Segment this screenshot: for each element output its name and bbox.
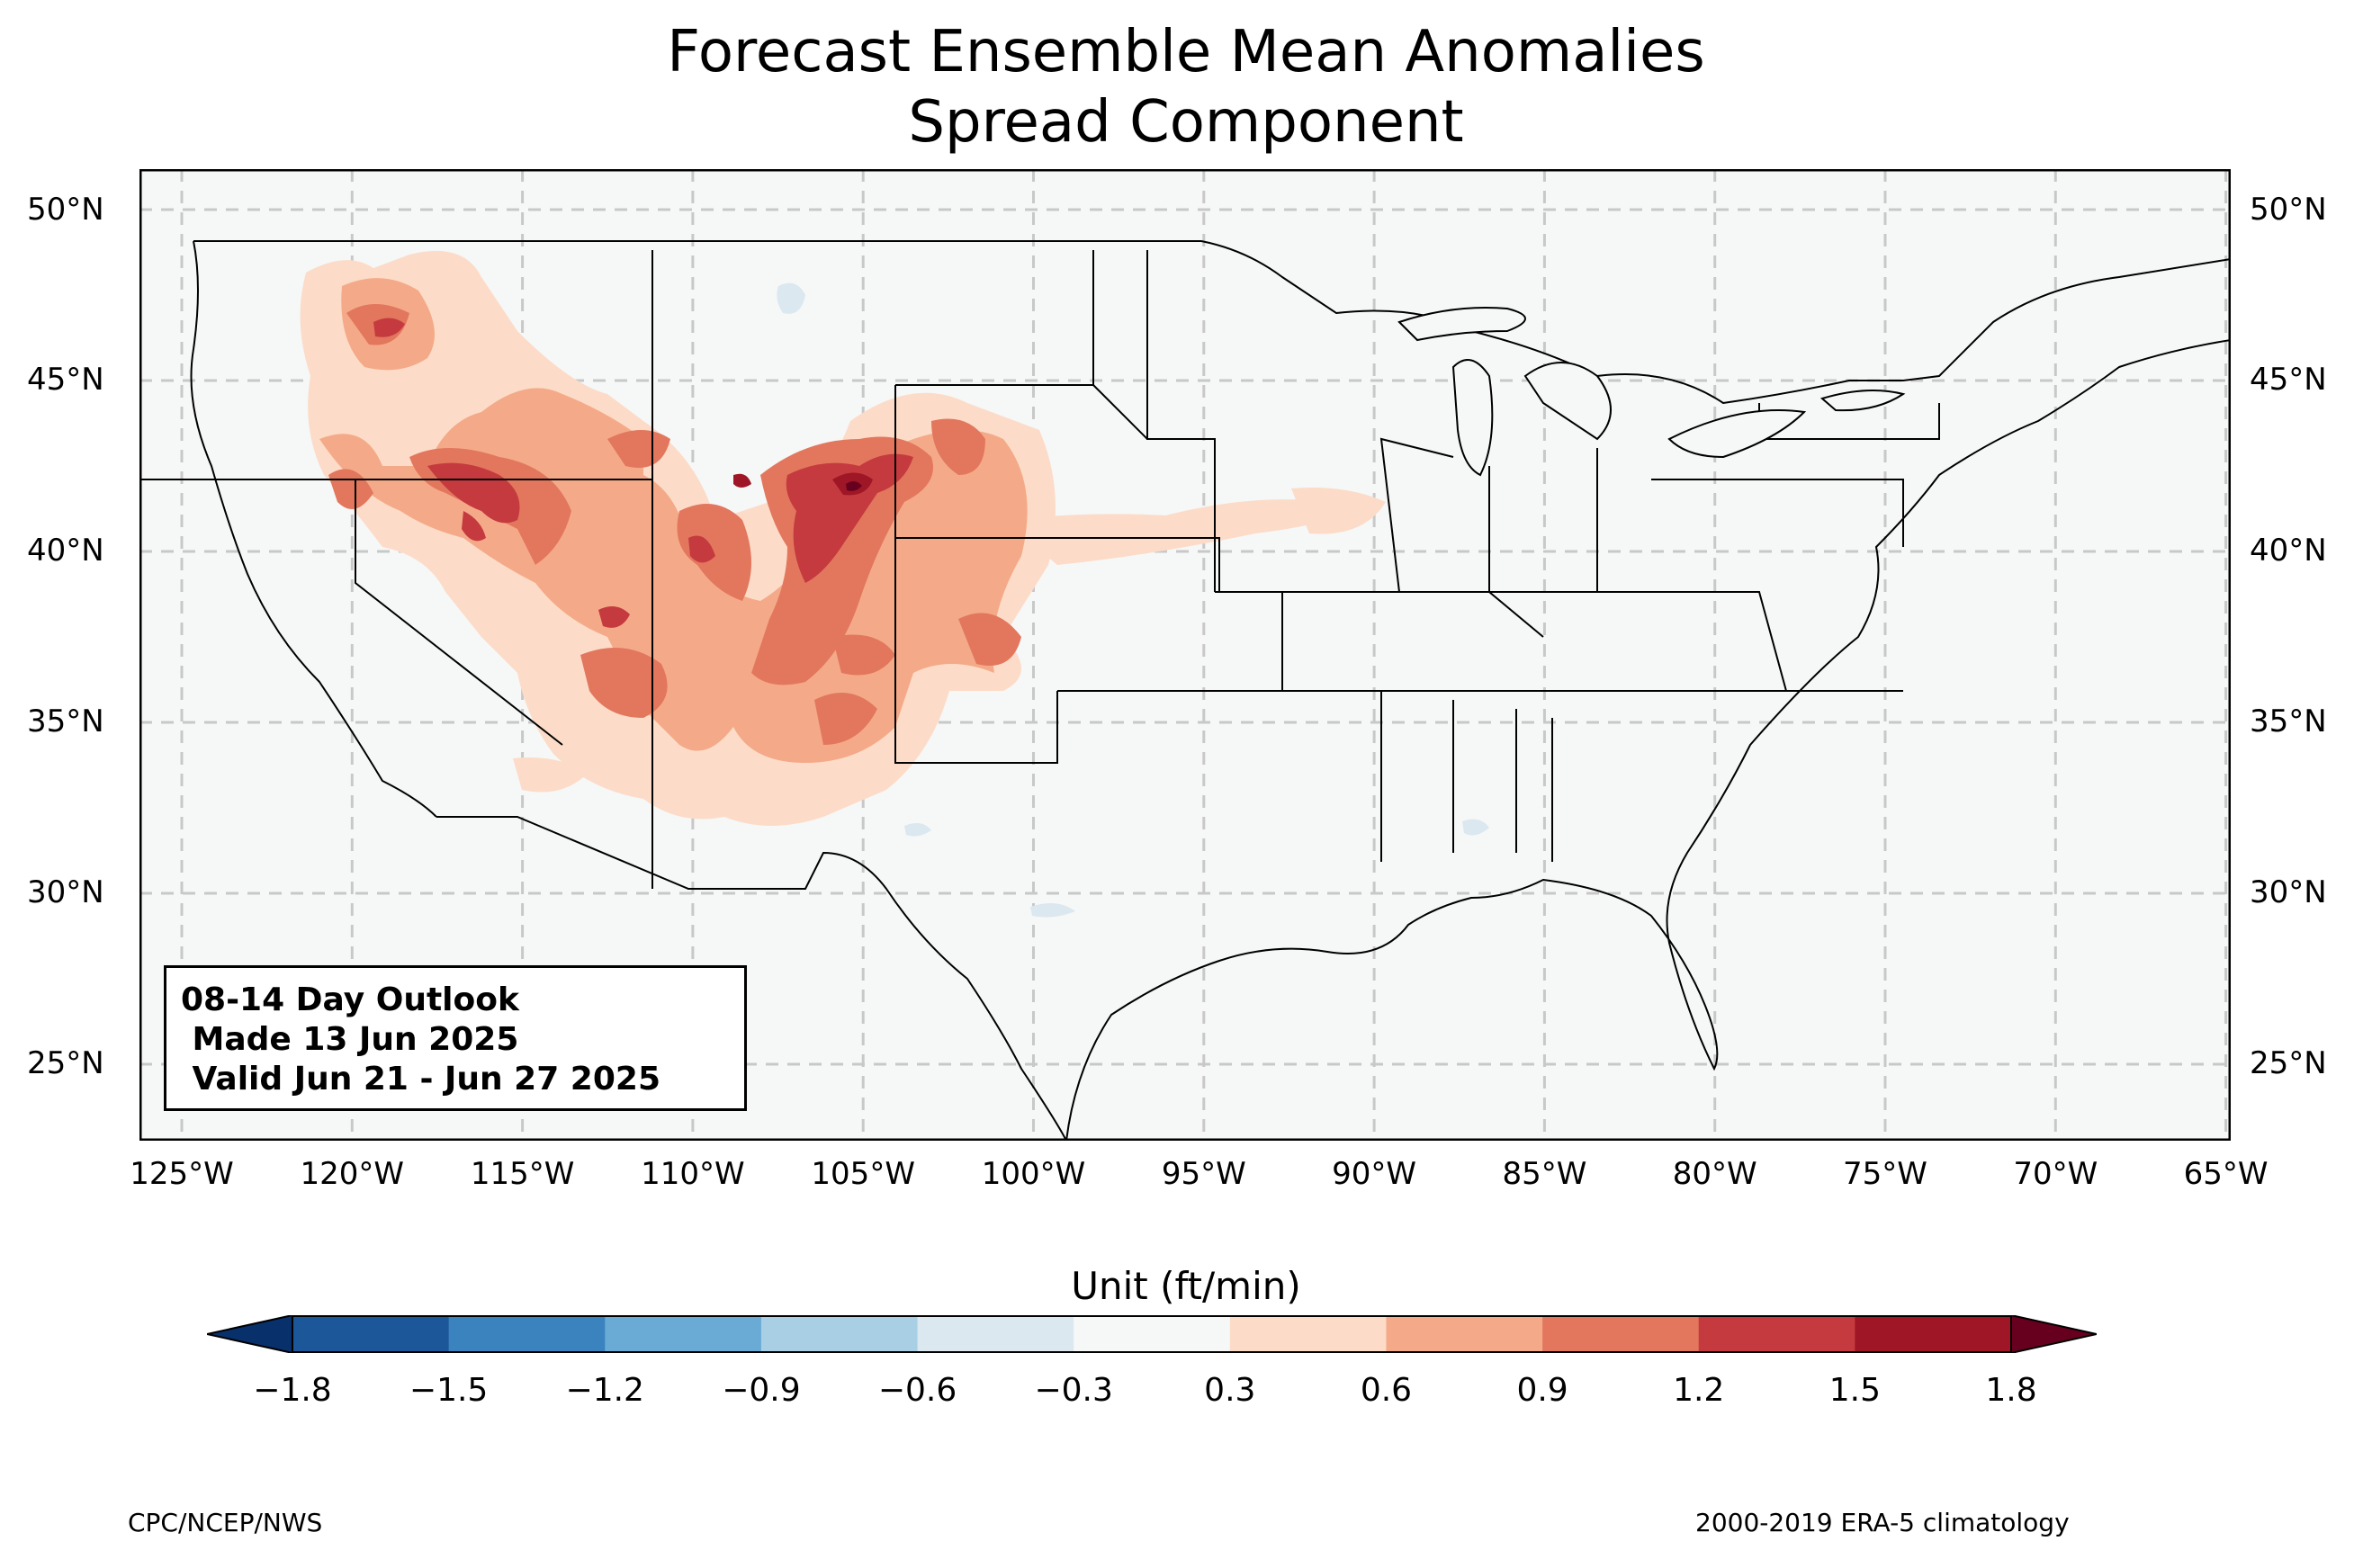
map-title: Forecast Ensemble Mean Anomalies — [667, 19, 1705, 85]
lon-label: 100°W — [981, 1156, 1086, 1192]
lat-label-50-right: 50°N — [2250, 192, 2327, 228]
lat-label-40-right: 40°N — [2250, 533, 2327, 569]
map-subtitle: Spread Component — [908, 89, 1464, 156]
colorbar-tick: 0.9 — [1516, 1372, 1568, 1409]
lon-label: 80°W — [1672, 1156, 1757, 1192]
lat-label-50: 50°N — [27, 192, 104, 228]
colorbar-tick: −1.5 — [409, 1372, 489, 1409]
colorbar-tick: −0.6 — [877, 1372, 957, 1409]
lon-label: 90°W — [1332, 1156, 1417, 1192]
colorbar-tick: 1.2 — [1673, 1372, 1725, 1409]
colorbar-tick: 0.6 — [1360, 1372, 1413, 1409]
colorbar-tick: −1.8 — [253, 1372, 332, 1409]
outlook-line-3: Valid Jun 21 - Jun 27 2025 — [181, 1061, 661, 1098]
lon-label: 115°W — [470, 1156, 575, 1192]
lat-label-30: 30°N — [27, 874, 104, 910]
outlook-box: 08-14 Day Outlook Made 13 Jun 2025 Valid… — [164, 965, 747, 1111]
great-lakes — [1397, 307, 1906, 477]
colorbar-tick: −1.2 — [565, 1372, 644, 1409]
colorbar-segment — [1074, 1315, 1231, 1353]
footer-right: 2000-2019 ERA-5 climatology — [1695, 1508, 2070, 1537]
lon-label: 110°W — [641, 1156, 745, 1192]
lon-label: 65°W — [2183, 1156, 2269, 1192]
colorbar-segment — [1386, 1315, 1543, 1353]
colorbar-segment — [1855, 1315, 2012, 1353]
lon-label: 125°W — [130, 1156, 234, 1192]
footer-left: CPC/NCEP/NWS — [128, 1508, 323, 1537]
colorbar-segment — [760, 1315, 919, 1353]
outlook-line-2: Made 13 Jun 2025 — [181, 1021, 519, 1058]
lon-label: 120°W — [300, 1156, 405, 1192]
colorbar — [207, 1315, 2097, 1353]
lon-label: 105°W — [811, 1156, 915, 1192]
lat-label-25-right: 25°N — [2250, 1045, 2327, 1081]
boundaries — [139, 240, 2231, 1141]
lon-label: 70°W — [2013, 1156, 2098, 1192]
colorbar-segment — [1229, 1315, 1387, 1353]
colorbar-label: Unit (ft/min) — [1071, 1264, 1301, 1308]
lon-label: 75°W — [1843, 1156, 1927, 1192]
colorbar-segment — [1698, 1315, 1855, 1353]
colorbar-outline — [292, 1315, 2012, 1353]
lat-label-30-right: 30°N — [2250, 874, 2327, 910]
lat-label-45: 45°N — [27, 362, 104, 398]
colorbar-tick: −0.9 — [722, 1372, 801, 1409]
lat-label-40: 40°N — [27, 533, 104, 569]
lat-label-45-right: 45°N — [2250, 362, 2327, 398]
outlook-line-1: 08-14 Day Outlook — [181, 981, 519, 1018]
lat-label-35-right: 35°N — [2250, 703, 2327, 739]
lat-label-35: 35°N — [27, 703, 104, 739]
colorbar-tick: −0.3 — [1034, 1372, 1113, 1409]
anomaly-contours — [300, 250, 1489, 918]
lat-label-25: 25°N — [27, 1045, 104, 1081]
lon-label: 95°W — [1161, 1156, 1246, 1192]
colorbar-tick: 1.5 — [1828, 1372, 1881, 1409]
colorbar-segment — [605, 1315, 762, 1353]
colorbar-extend-high — [2010, 1315, 2097, 1353]
colorbar-tick: 1.8 — [1985, 1372, 2037, 1409]
colorbar-segment — [917, 1315, 1074, 1353]
colorbar-segment — [1542, 1315, 1700, 1353]
lon-label: 85°W — [1502, 1156, 1587, 1192]
colorbar-segment — [448, 1315, 606, 1353]
colorbar-tick: 0.3 — [1204, 1372, 1256, 1409]
colorbar-segment — [292, 1315, 450, 1353]
colorbar-extend-low — [207, 1315, 293, 1353]
